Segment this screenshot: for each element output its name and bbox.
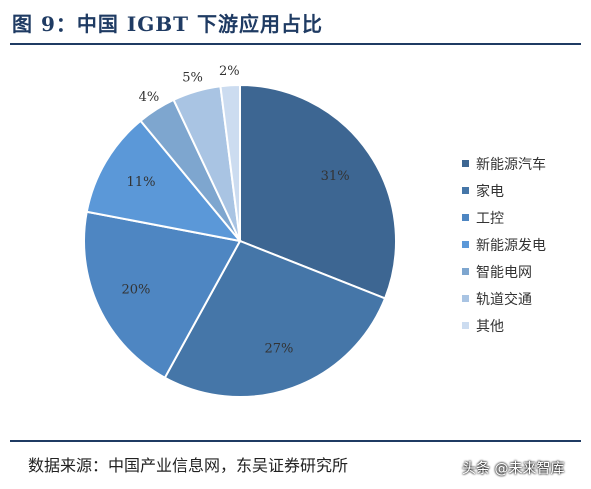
pie-data-label-1: 31% <box>321 169 350 184</box>
legend-swatch <box>462 241 469 248</box>
bottom-rule <box>10 440 581 442</box>
pie-data-labels: 31% 27% 20% 11% 4% 5% 2% <box>121 64 349 357</box>
pie-data-label-6: 5% <box>182 70 203 85</box>
watermark: 头条 @未来智库 <box>462 461 565 477</box>
pie-slice-2 <box>163 239 387 398</box>
pie-data-label-5: 4% <box>139 90 160 105</box>
legend-label: 新能源汽车 <box>476 156 546 173</box>
legend-item-1: 新能源汽车 <box>462 150 546 177</box>
pie-slice-1 <box>239 83 397 300</box>
legend-item-5: 智能电网 <box>462 258 546 285</box>
legend-swatch <box>462 295 469 302</box>
legend-item-6: 轨道交通 <box>462 285 546 312</box>
legend-label: 工控 <box>476 210 504 227</box>
pie-slice-3 <box>83 210 242 380</box>
legend-swatch <box>462 268 469 275</box>
legend-label: 新能源发电 <box>476 237 546 254</box>
legend-item-4: 新能源发电 <box>462 231 546 258</box>
pie-data-label-4: 11% <box>127 175 156 190</box>
pie-data-label-3: 20% <box>121 282 150 297</box>
legend-item-7: 其他 <box>462 312 546 339</box>
pie-slice-7 <box>219 83 241 242</box>
legend-item-2: 家电 <box>462 177 546 204</box>
legend-swatch <box>462 214 469 221</box>
legend-swatch <box>462 322 469 329</box>
source-note: 数据来源：中国产业信息网，东吴证券研究所 <box>28 456 349 475</box>
chart-legend: 新能源汽车家电工控新能源发电智能电网轨道交通其他 <box>462 150 546 339</box>
legend-label: 轨道交通 <box>476 291 532 308</box>
top-rule <box>10 43 581 45</box>
chart-title: 图 9：中国 IGBT 下游应用占比 <box>12 12 324 36</box>
pie-slice-4 <box>85 119 243 243</box>
legend-swatch <box>462 187 469 194</box>
pie-slices <box>83 83 397 398</box>
legend-swatch <box>462 160 469 167</box>
pie-data-label-7: 2% <box>219 64 240 79</box>
legend-label: 家电 <box>476 183 504 200</box>
legend-label: 其他 <box>476 318 504 335</box>
legend-item-3: 工控 <box>462 204 546 231</box>
pie-data-label-2: 27% <box>264 342 293 357</box>
legend-label: 智能电网 <box>476 264 532 281</box>
